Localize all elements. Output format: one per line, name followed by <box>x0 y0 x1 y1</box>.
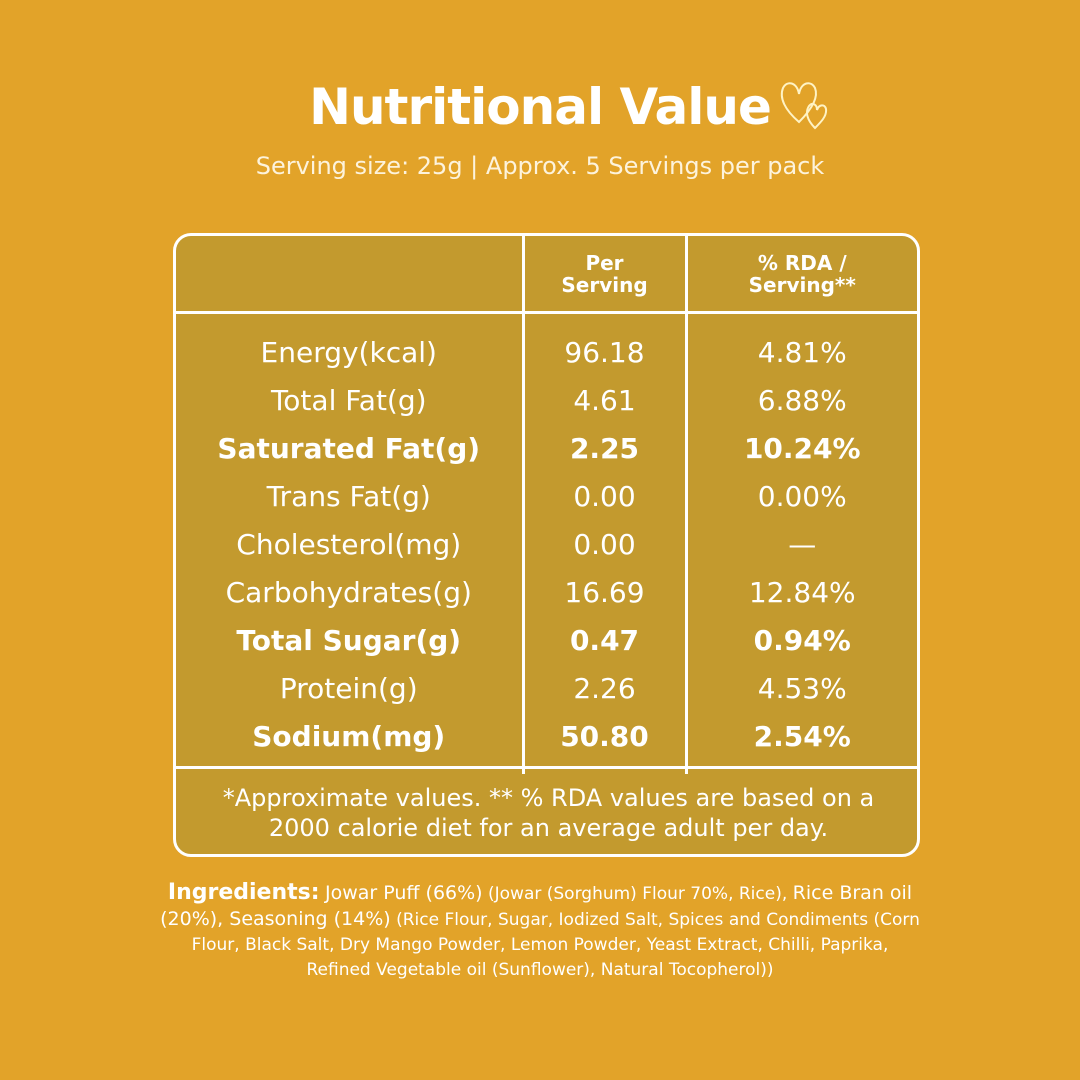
nutrient-label: Sodium(mg) <box>176 712 525 774</box>
subtitle: Serving size: 25g | Approx. 5 Servings p… <box>255 152 825 180</box>
rda: 6.88% <box>757 383 847 417</box>
ingredients-label: Ingredients: <box>167 880 320 905</box>
ingredients: Ingredients: Jowar Puff (66%) (Jowar (So… <box>160 880 920 983</box>
per-serving: 2.26 <box>523 664 688 712</box>
rda: 4.81% <box>757 335 847 369</box>
per-serving: 0.00 <box>523 520 688 568</box>
footnote: *Approximate values. ** % RDA values are… <box>176 766 917 843</box>
row: Carbohydrates(g) 16.69 12.84% <box>176 568 917 616</box>
per-serving: 4.61 <box>523 376 688 424</box>
row: Energy(kcal) 96.18 4.81% <box>176 312 917 376</box>
row: Saturated Fat(g) 2.25 10.24% <box>176 424 917 472</box>
nutrient-label: Saturated Fat(g) <box>176 424 525 472</box>
row: Total Fat(g) 4.61 6.88% <box>176 376 917 424</box>
nutrient-label: Cholesterol(mg) <box>176 520 525 568</box>
per-serving: 0.00 <box>523 472 688 520</box>
per-serving: 0.47 <box>523 616 688 664</box>
ingredients-text: Rice Bran oil (20%), Seasoning (14%) <box>160 882 913 930</box>
rda: — <box>788 527 817 561</box>
ingredients-text: (Rice Flour, Sugar, Iodized Salt, Spices… <box>191 910 920 980</box>
row: Cholesterol(mg) 0.00 — <box>176 520 917 568</box>
header-cell: % RDA / Serving** <box>686 236 917 314</box>
row: Trans Fat(g) 0.00 0.00% <box>176 472 917 520</box>
nutrient-label: Energy(kcal) <box>176 312 525 376</box>
rda: 0.94% <box>753 623 851 657</box>
nutrient-label: Total Fat(g) <box>176 376 525 424</box>
ingredients-text: (Jowar (Sorghum) Flour 70%, Rice), <box>488 884 788 904</box>
per-serving: 16.69 <box>523 568 688 616</box>
rda: 10.24% <box>743 431 861 465</box>
rda: 2.54% <box>753 719 851 753</box>
nutrient-label: Total Sugar(g) <box>176 616 525 664</box>
rda: 12.84% <box>748 575 856 609</box>
nutrient-label: Trans Fat(g) <box>176 472 525 520</box>
title: Nutritional Value <box>309 78 772 136</box>
header-cell: Per Serving <box>523 236 688 314</box>
rda: 0.00% <box>757 479 847 513</box>
per-serving: 96.18 <box>523 312 688 376</box>
ingredients-text: Jowar Puff (66%) <box>324 882 483 904</box>
nutrient-label: Protein(g) <box>176 664 525 712</box>
per-serving: 2.25 <box>523 424 688 472</box>
row: Sodium(mg) 50.80 2.54% <box>176 712 917 774</box>
nutrition-table: Per Serving % RDA / Serving** Energy(kca… <box>173 233 920 857</box>
nutrient-label: Carbohydrates(g) <box>176 568 525 616</box>
header-cell <box>176 236 525 314</box>
rda: 4.53% <box>757 671 847 705</box>
row: Protein(g) 2.26 4.53% <box>176 664 917 712</box>
per-serving: 50.80 <box>523 712 688 774</box>
table: Per Serving % RDA / Serving** Energy(kca… <box>176 236 917 774</box>
heart-icon <box>780 82 828 130</box>
row: Total Sugar(g) 0.47 0.94% <box>176 616 917 664</box>
